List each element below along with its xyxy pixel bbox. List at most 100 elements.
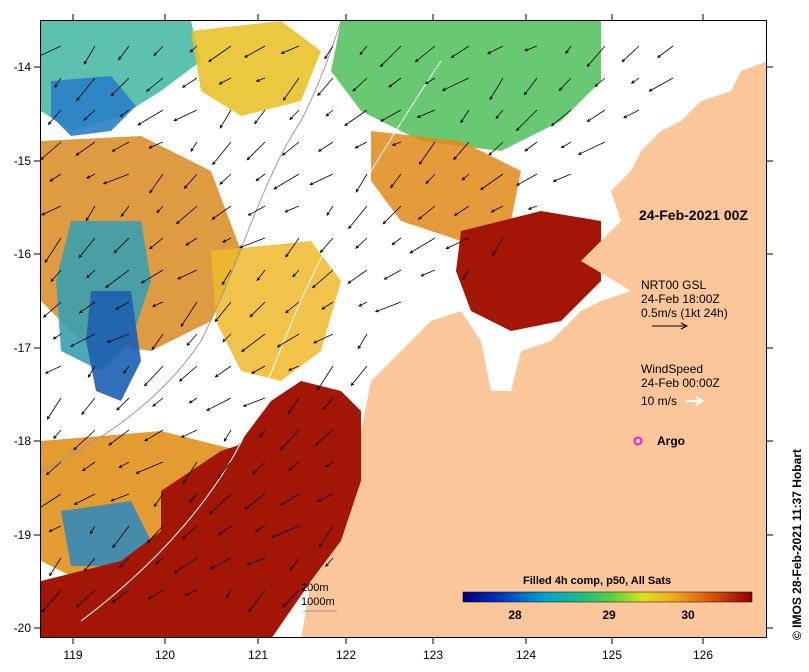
current-arrowhead: [621, 58, 626, 63]
contour-legend-1000m: 1000m: [301, 596, 335, 608]
current-arrow: [347, 269, 368, 284]
current-arrow: [559, 77, 572, 91]
current-arrowhead: [78, 254, 83, 259]
current-arrowhead: [495, 115, 499, 120]
current-arrowhead: [254, 528, 259, 532]
current-arrowhead: [44, 259, 48, 264]
current-arrowhead: [355, 245, 360, 249]
current-arrow: [174, 109, 198, 121]
current-arrowhead: [284, 209, 289, 213]
current-arrowhead: [189, 48, 194, 53]
current-arrowhead: [102, 181, 107, 185]
current-arrowhead: [152, 303, 156, 307]
current-arrowhead: [146, 539, 151, 544]
current-arrowhead: [254, 120, 258, 125]
current-arrow: [115, 301, 130, 310]
current-arrowhead: [527, 206, 532, 210]
current-arrowhead: [137, 122, 142, 126]
argo-marker[interactable]: [633, 436, 643, 446]
current-arrowhead: [119, 564, 123, 568]
current-arrow: [247, 557, 266, 566]
current-arrowhead: [309, 181, 314, 185]
current-arrowhead: [445, 245, 450, 249]
current-arrow: [87, 365, 96, 378]
current-arrow: [86, 269, 96, 278]
current-arrow: [348, 205, 368, 229]
sst-gulf-hot: [456, 211, 601, 331]
current-arrowhead: [380, 118, 384, 122]
current-arrowhead: [111, 599, 116, 604]
current-arrow: [47, 397, 62, 420]
current-arrow: [41, 493, 62, 508]
current-arrowhead: [175, 220, 180, 225]
current-arrowhead: [462, 276, 466, 280]
current-arrow: [185, 237, 198, 246]
current-arrow: [649, 77, 674, 92]
current-arrowhead: [355, 188, 359, 193]
current-arrow: [152, 301, 164, 307]
sst-patch-cold: [51, 76, 136, 136]
sst-patch-centre-mid: [211, 241, 341, 381]
sst-patch-west-cold: [86, 291, 141, 401]
current-arrowhead: [586, 118, 591, 122]
current-arrow: [285, 301, 300, 314]
current-arrow: [352, 77, 368, 92]
current-arrowhead: [206, 407, 210, 411]
current-arrowhead: [145, 88, 150, 92]
current-arrowhead: [325, 112, 330, 117]
current-arrowhead: [214, 318, 219, 323]
current-arrowhead: [313, 340, 317, 344]
current-arrow: [357, 333, 368, 349]
current-arrowhead: [241, 348, 245, 353]
current-arrow: [153, 45, 164, 56]
lon-label-125: 125: [602, 648, 622, 662]
current-arrowhead: [78, 310, 83, 314]
current-arrow: [119, 109, 130, 117]
date-label: 24-Feb-2021 00Z: [639, 207, 748, 223]
current-arrow: [221, 269, 232, 285]
current-arrow: [491, 237, 504, 257]
current-arrowhead: [184, 592, 189, 596]
current-arrowhead: [181, 84, 186, 88]
current-arrow: [631, 77, 640, 84]
sst-shelf-hot-west: [161, 441, 271, 561]
current-arrowhead: [116, 407, 120, 411]
current-arrowhead: [123, 370, 127, 374]
current-arrowhead: [281, 152, 286, 156]
current-arrow: [137, 109, 164, 126]
current-arrow: [292, 269, 300, 277]
current-arrowhead: [47, 121, 52, 125]
current-arrowhead: [390, 184, 394, 189]
sst-patch-south-cool: [61, 501, 151, 566]
current-arrowhead: [221, 281, 226, 286]
current-arrow: [144, 365, 164, 386]
current-arrow: [283, 77, 300, 101]
current-arrowhead: [83, 117, 88, 121]
current-arrowhead: [259, 434, 263, 438]
current-arrow: [111, 589, 130, 603]
current-arrow: [621, 45, 640, 62]
lat-labels: -14 -15 -16 -17 -18 -19 -20: [14, 60, 32, 635]
current-arrow: [489, 77, 504, 100]
current-arrow: [185, 589, 198, 596]
current-arrowhead: [182, 479, 187, 484]
current-arrowhead: [311, 284, 316, 289]
current-arrowhead: [247, 212, 252, 216]
current-arrow: [390, 173, 402, 188]
lon-labels: 119 120 121 122 123 124 125 126: [63, 648, 713, 662]
current-arrow: [380, 45, 402, 67]
current-arrowhead: [322, 406, 327, 410]
current-legend: NRT00 GSL 24-Feb 18:00Z 0.5m/s (1kt 24h): [641, 278, 728, 330]
current-arrow: [315, 429, 334, 446]
current-arrowhead: [382, 220, 387, 225]
current-arrow: [317, 77, 334, 96]
current-arrowhead: [326, 212, 330, 216]
current-arrowhead: [53, 435, 57, 440]
sst-patch-mid: [191, 21, 321, 116]
wind-legend-arrowhead: [695, 396, 704, 406]
current-arrowhead: [256, 277, 260, 282]
current-arrowhead: [113, 249, 118, 254]
current-arrow: [460, 109, 470, 123]
current-arrowhead: [85, 217, 90, 222]
contour-legend-200m: 200m: [301, 582, 329, 594]
